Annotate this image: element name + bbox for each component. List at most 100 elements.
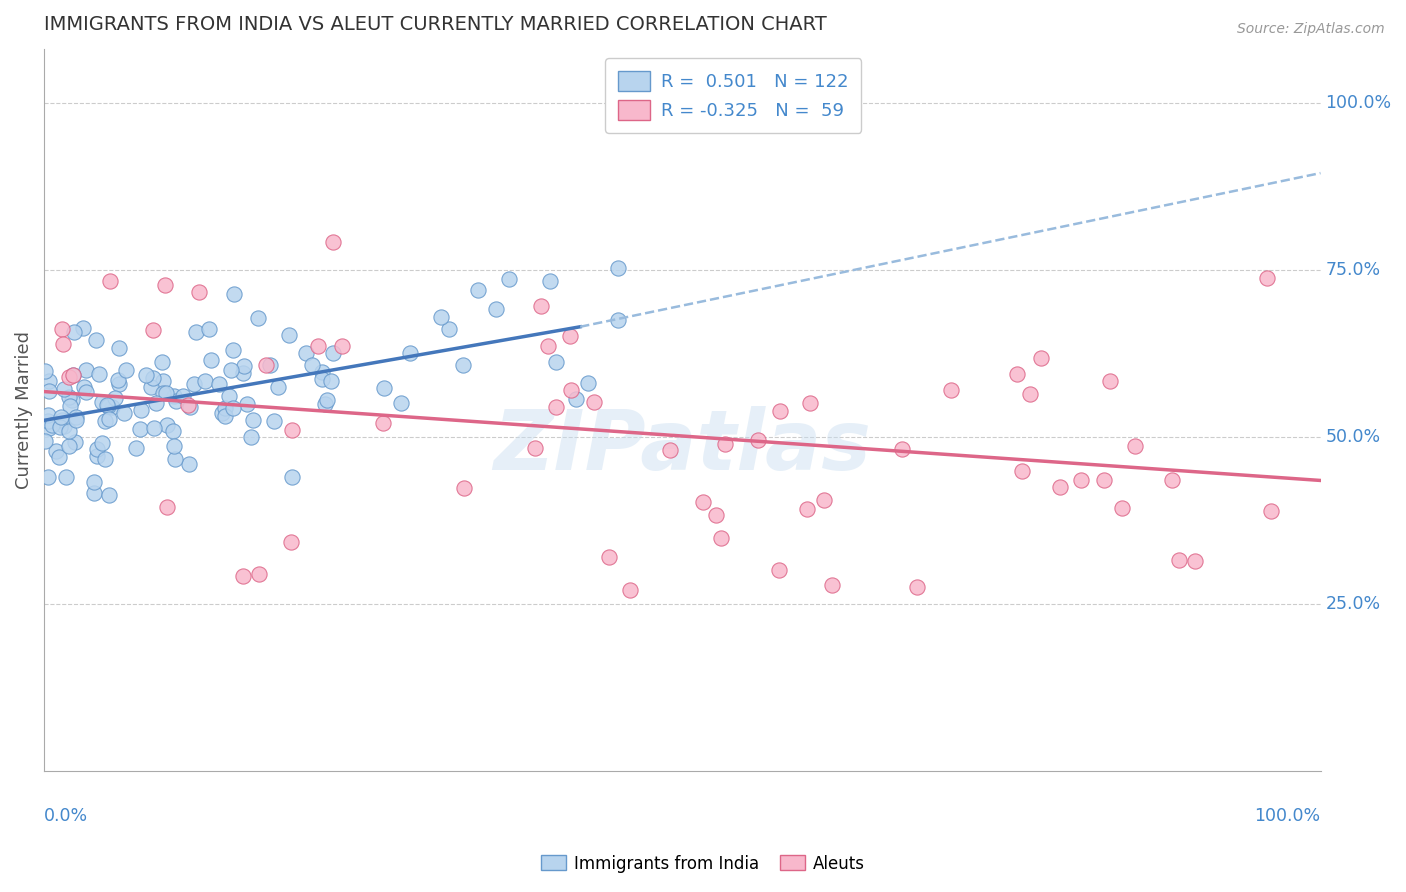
Point: [254, 358, 277, 372]
Point: [97, 412, 120, 426]
Point: [37, 470, 59, 484]
Point: [129, 422, 152, 436]
Point: [155, 277, 177, 292]
Point: [267, 380, 290, 394]
Point: [37, 413, 59, 427]
Point: [373, 416, 395, 430]
Point: [659, 443, 682, 458]
Text: 75.0%: 75.0%: [1326, 261, 1381, 279]
Point: [145, 396, 167, 410]
Point: [704, 508, 727, 523]
Point: [59, 399, 82, 413]
Point: [429, 310, 451, 324]
Point: [179, 400, 201, 414]
Point: [98, 274, 121, 288]
Point: [34, 434, 56, 448]
Point: [1070, 473, 1092, 487]
Point: [58, 439, 80, 453]
Point: [1111, 501, 1133, 516]
Point: [583, 395, 606, 409]
Point: [48, 419, 70, 434]
Point: [152, 385, 174, 400]
Point: [607, 260, 630, 275]
Point: [389, 395, 412, 409]
Point: [125, 442, 148, 456]
Point: [163, 452, 186, 467]
Point: [398, 345, 420, 359]
Point: [538, 274, 561, 288]
Point: [263, 414, 285, 428]
Point: [319, 374, 342, 388]
Point: [45, 444, 67, 458]
Point: [769, 404, 792, 418]
Point: [150, 355, 173, 369]
Point: [1011, 464, 1033, 478]
Point: [281, 423, 304, 437]
Point: [91, 435, 114, 450]
Point: [162, 424, 184, 438]
Text: Source: ZipAtlas.com: Source: ZipAtlas.com: [1237, 22, 1385, 37]
Legend: R =  0.501   N = 122, R = -0.325   N =  59: R = 0.501 N = 122, R = -0.325 N = 59: [606, 59, 862, 133]
Point: [485, 301, 508, 316]
Point: [163, 438, 186, 452]
Point: [453, 481, 475, 495]
Point: [278, 327, 301, 342]
Point: [86, 442, 108, 457]
Point: [103, 391, 125, 405]
Point: [498, 272, 520, 286]
Point: [156, 418, 179, 433]
Point: [530, 299, 553, 313]
Y-axis label: Currently Married: Currently Married: [15, 331, 32, 490]
Point: [87, 367, 110, 381]
Point: [307, 339, 329, 353]
Point: [1049, 480, 1071, 494]
Point: [135, 368, 157, 383]
Text: 100.0%: 100.0%: [1326, 94, 1392, 112]
Point: [214, 409, 236, 424]
Point: [38, 384, 60, 398]
Point: [188, 285, 211, 299]
Point: [537, 339, 560, 353]
Text: 25.0%: 25.0%: [1326, 595, 1381, 613]
Point: [1256, 271, 1278, 285]
Point: [222, 343, 245, 358]
Point: [710, 531, 733, 545]
Point: [240, 430, 263, 444]
Point: [330, 338, 353, 352]
Point: [295, 346, 318, 360]
Point: [91, 395, 114, 409]
Point: [242, 413, 264, 427]
Point: [747, 433, 769, 447]
Point: [101, 400, 124, 414]
Point: [62, 393, 84, 408]
Point: [259, 359, 281, 373]
Point: [232, 366, 254, 380]
Point: [53, 382, 76, 396]
Point: [75, 385, 97, 400]
Point: [179, 457, 201, 471]
Point: [322, 235, 344, 249]
Point: [98, 488, 121, 502]
Point: [714, 436, 737, 450]
Point: [58, 425, 80, 439]
Point: [107, 373, 129, 387]
Point: [218, 389, 240, 403]
Point: [232, 359, 254, 374]
Point: [198, 322, 221, 336]
Point: [576, 376, 599, 391]
Point: [208, 377, 231, 392]
Point: [796, 501, 818, 516]
Point: [58, 390, 80, 404]
Point: [83, 486, 105, 500]
Point: [63, 435, 86, 450]
Point: [83, 475, 105, 490]
Point: [108, 376, 131, 391]
Point: [311, 365, 333, 379]
Point: [221, 362, 243, 376]
Point: [821, 577, 844, 591]
Point: [72, 320, 94, 334]
Point: [232, 569, 254, 583]
Legend: Immigrants from India, Aleuts: Immigrants from India, Aleuts: [534, 848, 872, 880]
Point: [890, 442, 912, 456]
Point: [58, 370, 80, 384]
